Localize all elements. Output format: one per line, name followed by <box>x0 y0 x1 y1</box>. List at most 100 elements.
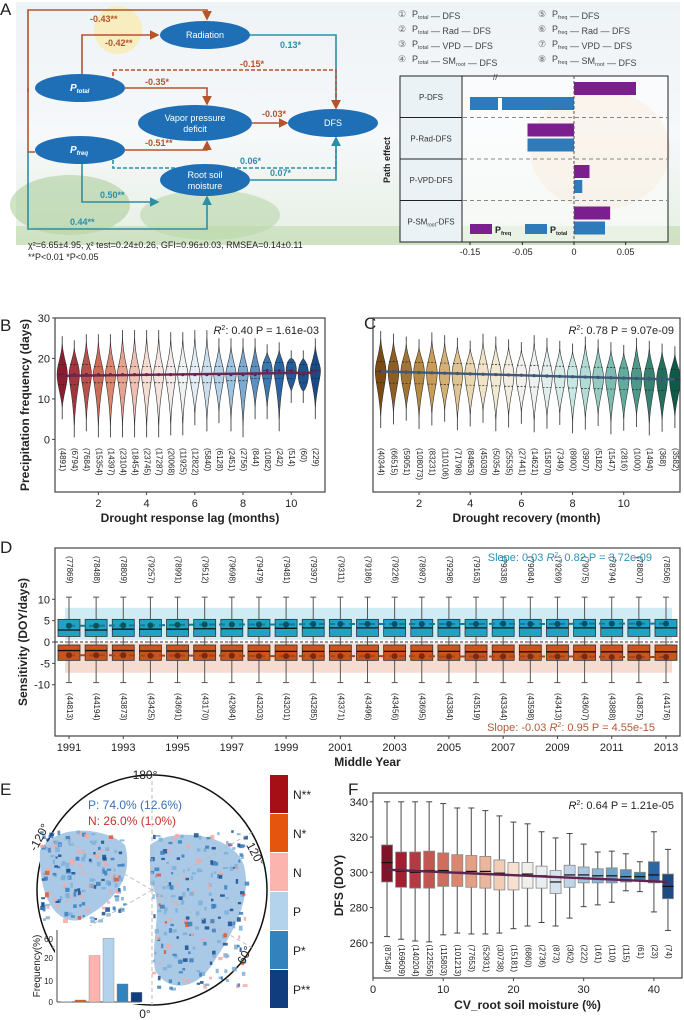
map-pixel <box>178 971 183 974</box>
map-pixel <box>77 831 81 836</box>
violin-body <box>213 346 225 412</box>
map-pixel <box>238 935 241 940</box>
mean-point <box>255 621 262 628</box>
annotation: R2: 0.40 P = 1.61e-03 <box>213 325 319 337</box>
path-edge <box>27 152 212 230</box>
box-count-label: (78807) <box>635 556 644 584</box>
map-pixel <box>40 905 45 910</box>
box-count-label: (43691) <box>173 693 182 721</box>
map-pixel <box>96 861 101 867</box>
x-tick-label: 1995 <box>165 742 189 754</box>
map-pixel <box>194 926 200 930</box>
bar-legend-label: Pfreq <box>495 225 511 237</box>
violin-count-label: (5840) <box>203 448 212 471</box>
map-pixel <box>40 902 45 906</box>
map-pixel <box>210 918 214 922</box>
mean-point <box>635 653 642 660</box>
box-positive <box>274 618 298 637</box>
box-count-label: (43203) <box>255 693 264 721</box>
map-pixel <box>42 872 45 876</box>
map-pixel <box>198 900 203 906</box>
map-pixel <box>150 859 154 862</box>
box <box>479 856 492 889</box>
path-coefficient: 0.44** <box>70 217 95 227</box>
panel-label-f: F <box>348 780 359 799</box>
box-count-label: (43496) <box>363 693 372 721</box>
map-pixel <box>159 894 164 897</box>
map-pixel <box>227 921 233 927</box>
violin-body <box>426 340 438 414</box>
map-pixel <box>45 846 48 851</box>
map-pixel <box>102 854 107 860</box>
box <box>409 851 422 889</box>
mean-point <box>663 653 669 660</box>
bar-category-label: P-SMroot-DFS <box>407 217 454 228</box>
violin-body <box>153 338 165 426</box>
box-count-label: (44813) <box>65 693 74 721</box>
panel-label-a: A <box>0 0 12 19</box>
map-pixel <box>94 917 97 921</box>
violin-mean-point <box>72 373 76 377</box>
mean-point <box>66 652 72 659</box>
violin-body <box>413 347 425 418</box>
x-tick-label: 2011 <box>600 742 624 754</box>
map-pixel <box>59 895 63 900</box>
box-count-label: (87548) <box>383 945 392 973</box>
violin-body <box>225 346 237 420</box>
y-tick-label: 0 <box>44 637 50 649</box>
x-tick-label: 8 <box>240 498 246 510</box>
map-pixel <box>74 889 77 892</box>
violin-body <box>400 344 412 409</box>
x-axis-label: Middle Year <box>334 755 401 769</box>
map-pixel <box>93 884 97 889</box>
map-pixel <box>57 842 62 847</box>
violin-mean-point <box>673 377 677 382</box>
violin-mean-point <box>379 369 383 374</box>
violin-count-label: (7684) <box>82 448 91 471</box>
box-negative <box>193 644 217 661</box>
map-pixel <box>196 982 201 985</box>
map-pixel <box>43 918 47 921</box>
box-positive <box>546 618 569 637</box>
map-pixel <box>154 867 160 872</box>
map-pixel <box>182 919 188 923</box>
map-pixel <box>182 958 188 962</box>
map-pixel <box>52 859 56 865</box>
box-count-label: (43384) <box>445 693 454 721</box>
box-negative <box>166 644 189 661</box>
map-pixel <box>64 911 69 917</box>
map-pixel <box>238 859 241 863</box>
inset-y-tick-label: 0 <box>49 998 54 1007</box>
map-pixel <box>45 916 50 920</box>
map-pixel <box>180 834 184 839</box>
map-pixel <box>243 958 247 964</box>
plot-frame <box>54 317 326 493</box>
map-pixel <box>184 945 189 950</box>
map-pixel <box>98 919 103 923</box>
map-pixel <box>120 909 125 912</box>
y-tick-label: 260 <box>350 938 368 950</box>
path-coefficient: -0.35* <box>145 77 170 87</box>
map-pixel <box>163 931 168 936</box>
box-count-label: (115) <box>622 945 631 963</box>
box <box>507 862 520 891</box>
box-positive <box>139 618 162 637</box>
node-label: Root soil <box>187 170 222 180</box>
node-label: DFS <box>324 118 342 128</box>
inset-bar-P <box>102 938 115 1003</box>
map-pixel <box>117 864 123 867</box>
box-count-label: (77653) <box>467 945 476 973</box>
box-count-label: (79397) <box>309 556 318 584</box>
map-pixel <box>104 870 108 876</box>
map-pixel <box>42 908 46 912</box>
box-count-label: (79163) <box>472 556 481 584</box>
y-tick-label: 10 <box>38 594 50 606</box>
x-tick-label: 1997 <box>220 742 244 754</box>
box <box>633 871 646 882</box>
map-pixel <box>213 904 217 908</box>
map-pixel <box>161 943 164 949</box>
violin-count-label: (8900) <box>568 448 577 471</box>
map-pixel <box>164 909 167 915</box>
map-pixel <box>196 858 202 864</box>
box <box>465 855 478 888</box>
